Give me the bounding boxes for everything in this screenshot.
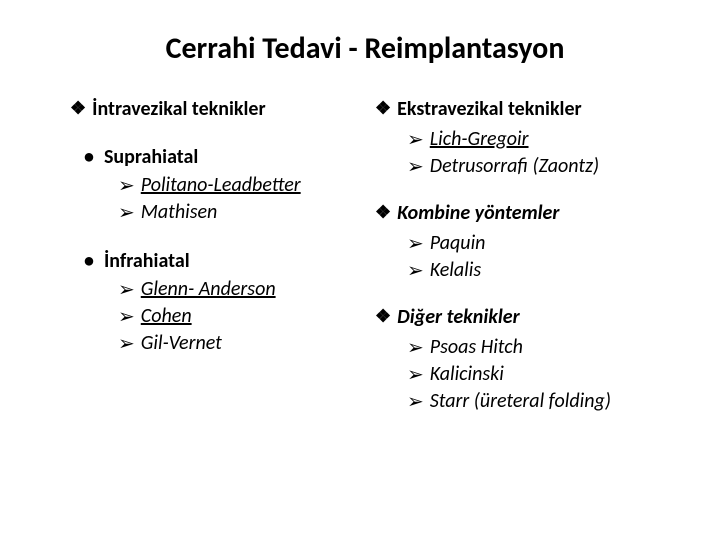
sec3-head: ❖ Diğer teknikler	[375, 305, 660, 329]
sub1-head: • Suprahiatal	[84, 145, 355, 169]
left-column: ❖ İntravezikal teknikler •Suprahiatal ➢P…	[70, 97, 355, 416]
left-heading: ❖ İntravezikal teknikler	[70, 97, 355, 121]
list-item: ➢Gil-Vernet	[118, 331, 355, 356]
sub2-head: • İnfrahiatal	[84, 249, 355, 273]
arrow-icon: ➢	[118, 277, 135, 302]
arrow-icon: ➢	[118, 331, 135, 356]
arrow-icon: ➢	[407, 231, 424, 256]
sec1-heading-text: Ekstravezikal teknikler	[397, 97, 582, 121]
arrow-icon: ➢	[118, 173, 135, 198]
list-item: ➢Starr (üreteral folding)	[407, 389, 660, 414]
arrow-icon: ➢	[407, 154, 424, 179]
slide-title: Cerrahi Tedavi - Reimplantasyon	[70, 30, 660, 67]
list-item: ➢Lich-Gregoir	[407, 127, 660, 152]
item-text: Kelalis	[430, 258, 481, 282]
item-text: Mathisen	[141, 200, 218, 224]
sec2-heading-text: Kombine yöntemler	[397, 201, 559, 225]
arrow-icon: ➢	[118, 200, 135, 225]
list-item: ➢Politano-Leadbetter	[118, 173, 355, 198]
arrow-icon: ➢	[407, 258, 424, 283]
diamond-icon: ❖	[375, 97, 391, 120]
item-text: Politano-Leadbetter	[141, 173, 301, 197]
item-text: Gil-Vernet	[141, 331, 222, 355]
diamond-icon: ❖	[375, 305, 391, 328]
item-text: Psoas Hitch	[430, 335, 523, 359]
arrow-icon: ➢	[407, 127, 424, 152]
list-item: ➢Paquin	[407, 231, 660, 256]
arrow-icon: ➢	[407, 362, 424, 387]
item-text: Detrusorrafi (Zaontz)	[430, 154, 599, 178]
dot-icon: •	[84, 145, 94, 169]
sub1-label: Suprahiatal	[104, 145, 198, 169]
sec1-head: ❖ Ekstravezikal teknikler	[375, 97, 660, 121]
list-item: ➢Detrusorrafi (Zaontz)	[407, 154, 660, 179]
item-text: Lich-Gregoir	[430, 127, 529, 151]
list-item: ➢Cohen	[118, 304, 355, 329]
diamond-icon: ❖	[375, 201, 391, 224]
list-item: ➢Glenn- Anderson	[118, 277, 355, 302]
dot-icon: •	[84, 249, 94, 273]
item-text: Kalicinski	[430, 362, 504, 386]
diamond-icon: ❖	[70, 97, 86, 120]
item-text: Cohen	[141, 304, 192, 328]
arrow-icon: ➢	[118, 304, 135, 329]
list-item: ➢Kelalis	[407, 258, 660, 283]
arrow-icon: ➢	[407, 389, 424, 414]
list-item: ➢Mathisen	[118, 200, 355, 225]
sec3-heading-text: Diğer teknikler	[397, 305, 519, 329]
list-item: ➢Kalicinski	[407, 362, 660, 387]
item-text: Starr (üreteral folding)	[430, 389, 611, 413]
left-heading-text: İntravezikal teknikler	[92, 97, 265, 121]
right-column: ❖ Ekstravezikal teknikler ➢Lich-Gregoir …	[375, 97, 660, 416]
item-text: Paquin	[430, 231, 486, 255]
sub2-label: İnfrahiatal	[104, 249, 190, 273]
item-text: Glenn- Anderson	[141, 277, 276, 301]
list-item: ➢Psoas Hitch	[407, 335, 660, 360]
sec2-head: ❖ Kombine yöntemler	[375, 201, 660, 225]
content-columns: ❖ İntravezikal teknikler •Suprahiatal ➢P…	[70, 97, 660, 416]
arrow-icon: ➢	[407, 335, 424, 360]
